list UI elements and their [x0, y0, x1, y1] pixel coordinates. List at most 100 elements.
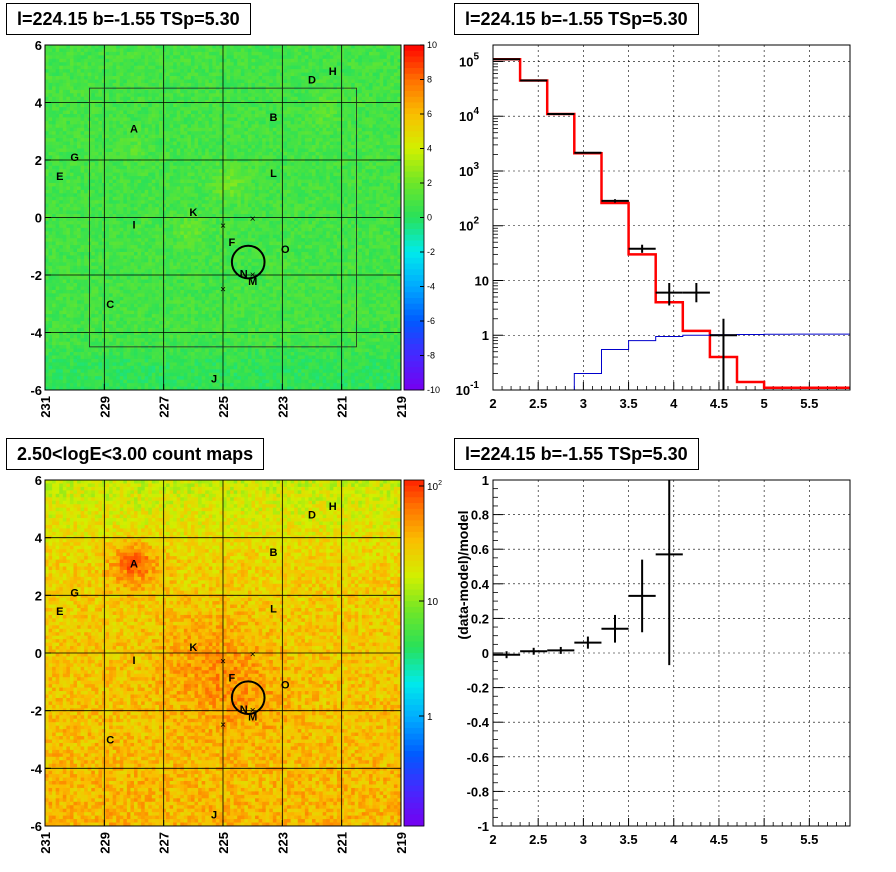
map-pixel [219, 103, 224, 108]
map-pixel [208, 151, 213, 156]
map-pixel [294, 158, 299, 163]
map-pixel [372, 183, 377, 187]
map-pixel [105, 210, 110, 215]
map-pixel [358, 176, 363, 180]
map-pixel [91, 148, 96, 153]
map-pixel [73, 155, 78, 160]
map-pixel [237, 127, 242, 132]
map-pixel [205, 207, 210, 211]
map-pixel [244, 169, 249, 174]
map-pixel [180, 145, 185, 149]
map-pixel [247, 172, 252, 177]
map-pixel [201, 203, 206, 208]
map-pixel [322, 114, 327, 118]
map-pixel [244, 145, 249, 149]
map-pixel [166, 45, 170, 49]
map-pixel [368, 107, 373, 111]
map-pixel [180, 114, 185, 118]
map-pixel [368, 79, 373, 84]
map-pixel [351, 148, 356, 153]
map-pixel [340, 193, 345, 198]
map-pixel [109, 189, 114, 194]
map-pixel [365, 117, 370, 122]
map-pixel [141, 214, 146, 218]
map-pixel [312, 127, 316, 132]
map-pixel [262, 210, 267, 215]
map-pixel [116, 51, 121, 56]
map-pixel [45, 138, 49, 142]
map-pixel [144, 179, 149, 184]
map-pixel [55, 183, 60, 187]
map-pixel [283, 55, 288, 60]
map-pixel [297, 72, 302, 77]
map-pixel [269, 103, 274, 108]
map-pixel [290, 186, 295, 191]
map-pixel [322, 148, 327, 153]
map-pixel [372, 82, 377, 87]
map-pixel [212, 96, 217, 101]
map-pixel [48, 82, 53, 87]
map-pixel [219, 162, 224, 167]
map-pixel [151, 145, 156, 149]
map-pixel [237, 45, 242, 49]
map-pixel [390, 155, 395, 160]
map-pixel [52, 86, 57, 91]
map-pixel [52, 158, 57, 163]
map-pixel [141, 110, 146, 115]
map-pixel [283, 62, 288, 67]
map-pixel [344, 134, 348, 139]
map-pixel [265, 120, 270, 125]
map-pixel [166, 93, 170, 98]
map-pixel [55, 141, 60, 146]
map-pixel [148, 176, 153, 180]
map-pixel [365, 210, 370, 215]
map-pixel [137, 127, 142, 132]
map-pixel [176, 210, 181, 215]
map-pixel [233, 189, 238, 194]
map-pixel [173, 117, 178, 122]
map-pixel [290, 158, 295, 163]
map-pixel [119, 172, 124, 177]
map-pixel [258, 72, 263, 77]
map-pixel [233, 134, 238, 139]
map-pixel [162, 134, 167, 139]
map-pixel [308, 214, 313, 218]
map-pixel [255, 169, 259, 174]
map-pixel [212, 107, 217, 111]
map-pixel [347, 200, 352, 205]
map-pixel [183, 155, 188, 160]
map-pixel [130, 183, 135, 187]
map-pixel [198, 148, 203, 153]
map-pixel [62, 127, 67, 132]
map-pixel [162, 176, 167, 180]
map-pixel [84, 82, 89, 87]
map-pixel [66, 69, 71, 73]
map-pixel [376, 186, 381, 191]
map-pixel [276, 110, 281, 115]
map-pixel [158, 207, 163, 211]
map-pixel [390, 124, 395, 129]
map-pixel [358, 120, 363, 125]
map-pixel [287, 186, 292, 191]
map-pixel [269, 207, 274, 211]
map-pixel [315, 82, 320, 87]
map-pixel [80, 162, 85, 167]
map-pixel [354, 72, 359, 77]
map-pixel [244, 45, 249, 49]
map-pixel [198, 169, 203, 174]
map-pixel [148, 93, 153, 98]
map-pixel [297, 165, 302, 170]
map-pixel [262, 103, 267, 108]
map-pixel [205, 62, 210, 67]
map-pixel [109, 162, 114, 167]
map-pixel [290, 183, 295, 187]
map-pixel [344, 176, 348, 180]
map-pixel [180, 124, 185, 129]
map-pixel [194, 96, 199, 101]
map-pixel [315, 179, 320, 184]
map-pixel [208, 200, 213, 205]
map-pixel [84, 96, 89, 101]
map-pixel [194, 148, 199, 153]
map-pixel [247, 124, 252, 129]
map-pixel [162, 58, 167, 63]
